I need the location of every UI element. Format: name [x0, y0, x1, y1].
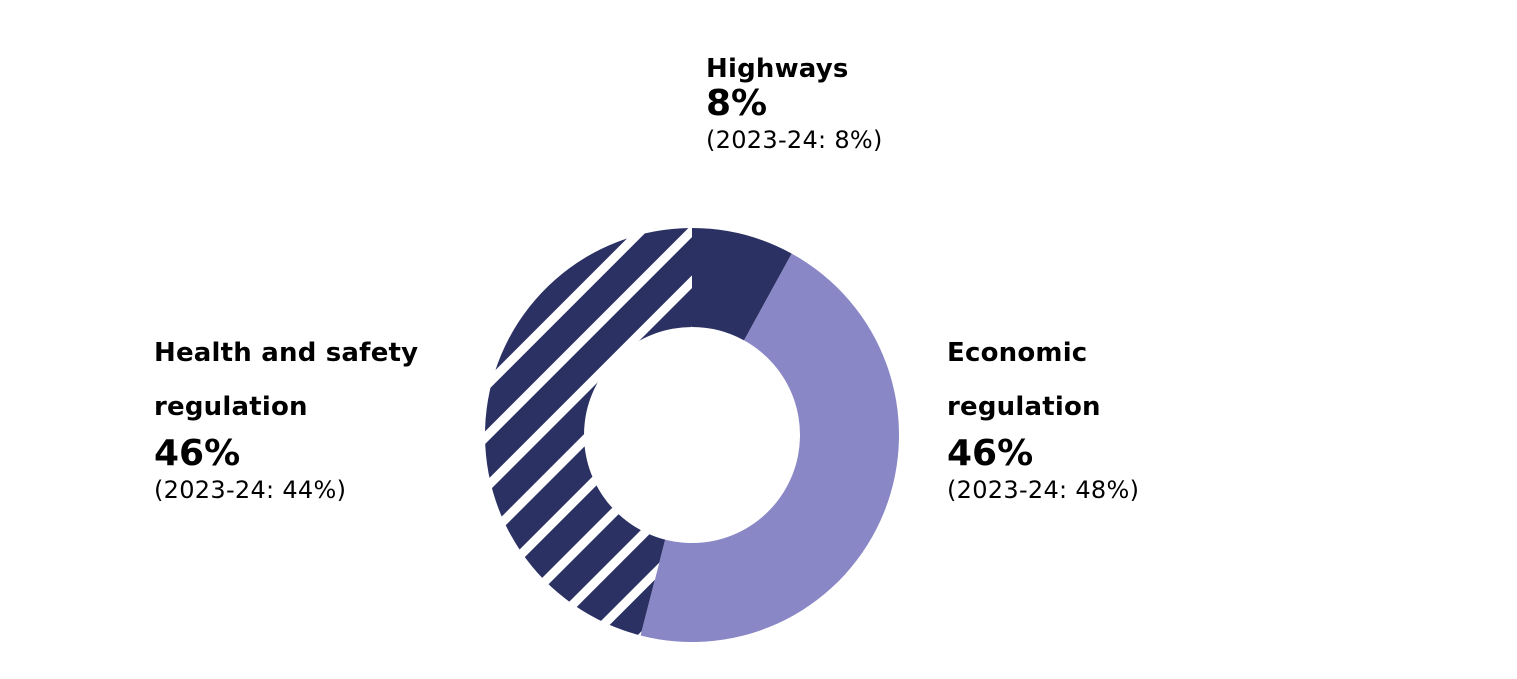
slice-economic-regulation — [640, 253, 899, 642]
slice-label-economic-regulation: Economic regulation 46% (2023-24: 48%) — [947, 326, 1147, 506]
slice-previous-economic-regulation: (2023-24: 48%) — [947, 476, 1140, 504]
slice-name-economic-regulation: Economic regulation — [947, 338, 1101, 422]
donut-slices — [485, 228, 899, 642]
slice-value-highways: 8% — [706, 83, 768, 124]
slice-health-and-safety-regulation — [485, 228, 692, 636]
slice-label-highways: Highways 8% (2023-24: 8%) — [706, 54, 883, 156]
slice-value-economic-regulation: 46% — [947, 433, 1034, 474]
slice-highways — [692, 228, 792, 341]
slice-label-health-and-safety-regulation: Health and safety regulation 46% (2023-2… — [154, 326, 444, 506]
slice-value-health-and-safety-regulation: 46% — [154, 433, 241, 474]
slice-name-highways: Highways — [706, 54, 849, 84]
slice-name-health-and-safety-regulation: Health and safety regulation — [154, 338, 419, 422]
slice-previous-highways: (2023-24: 8%) — [706, 126, 883, 154]
slice-previous-health-and-safety-regulation: (2023-24: 44%) — [154, 476, 347, 504]
